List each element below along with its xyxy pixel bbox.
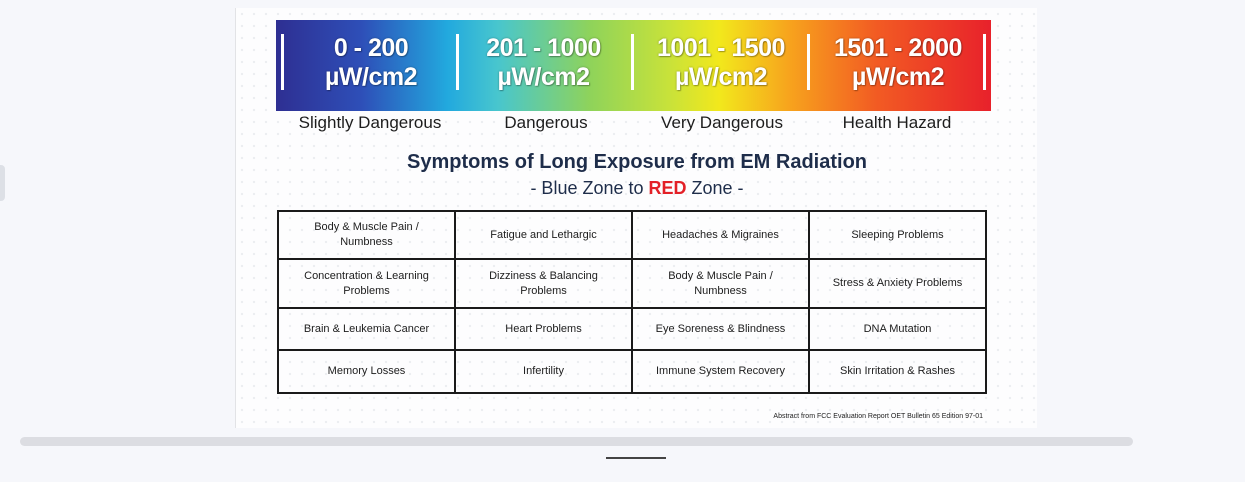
zone-label: Health Hazard [842,113,952,132]
symptom-cell: Headaches & Migraines [631,210,810,260]
range-unit: µW/cm2 [852,63,944,91]
divider-bar [983,34,986,90]
range-value: 1501 - 2000 [834,34,962,62]
symptom-cell: Concentration & Learning Problems [277,258,456,309]
symptom-cell: Brain & Leukemia Cancer [277,307,456,351]
symptom-cell: Heart Problems [454,307,633,351]
range-unit: µW/cm2 [497,63,590,91]
subheading-prefix: - Blue Zone to [530,178,649,198]
range-label: 201 - 1000 µW/cm2 [466,34,621,96]
range-label: 1001 - 1500 µW/cm2 [641,34,801,96]
range-label: 0 - 200 µW/cm2 [296,34,446,96]
symptoms-heading: Symptoms of Long Exposure from EM Radiat… [406,151,868,173]
divider-bar [456,34,459,90]
symptom-cell: DNA Mutation [808,307,987,351]
radiation-scale-band: 0 - 200 µW/cm2 201 - 1000 µW/cm2 1001 - … [276,20,991,111]
range-unit: µW/cm2 [325,63,417,91]
horizontal-scrollbar[interactable] [20,437,1133,446]
zone-label: Slightly Dangerous [298,113,442,132]
symptoms-subheading: - Blue Zone to RED Zone - [236,178,1038,199]
symptom-cell: Body & Muscle Pain / Numbness [631,258,810,309]
bottom-handle[interactable] [606,457,666,459]
symptom-cell: Eye Soreness & Blindness [631,307,810,351]
table-row: Brain & Leukemia Cancer Heart Problems E… [277,307,987,351]
symptom-cell: Sleeping Problems [808,210,987,260]
subheading-suffix: Zone - [686,178,744,198]
range-value: 201 - 1000 [486,34,601,62]
symptom-cell: Infertility [454,349,633,394]
table-row: Concentration & Learning Problems Dizzin… [277,258,987,309]
symptom-cell: Skin Irritation & Rashes [808,349,987,394]
symptoms-table: Body & Muscle Pain / Numbness Fatigue an… [277,210,987,394]
subheading-red-word: RED [648,178,687,198]
range-label: 1501 - 2000 µW/cm2 [816,34,980,96]
range-value: 0 - 200 [333,34,409,62]
table-row: Body & Muscle Pain / Numbness Fatigue an… [277,210,987,260]
symptom-cell: Stress & Anxiety Problems [808,258,987,309]
zone-label: Dangerous [504,113,588,132]
divider-bar [631,34,634,90]
divider-bar [281,34,284,90]
range-value: 1001 - 1500 [657,34,785,62]
symptom-cell: Body & Muscle Pain / Numbness [277,210,456,260]
symptom-cell: Fatigue and Lethargic [454,210,633,260]
symptom-cell: Immune System Recovery [631,349,810,394]
range-unit: µW/cm2 [675,63,767,91]
zone-label: Very Dangerous [661,113,783,132]
image-slide: 0 - 200 µW/cm2 201 - 1000 µW/cm2 1001 - … [235,8,1037,428]
source-citation: Abstract from FCC Evaluation Report OET … [773,413,983,420]
divider-bar [807,34,810,90]
side-panel-tab[interactable] [0,165,5,201]
table-row: Memory Losses Infertility Immune System … [277,349,987,394]
symptom-cell: Dizziness & Balancing Problems [454,258,633,309]
symptom-cell: Memory Losses [277,349,456,394]
